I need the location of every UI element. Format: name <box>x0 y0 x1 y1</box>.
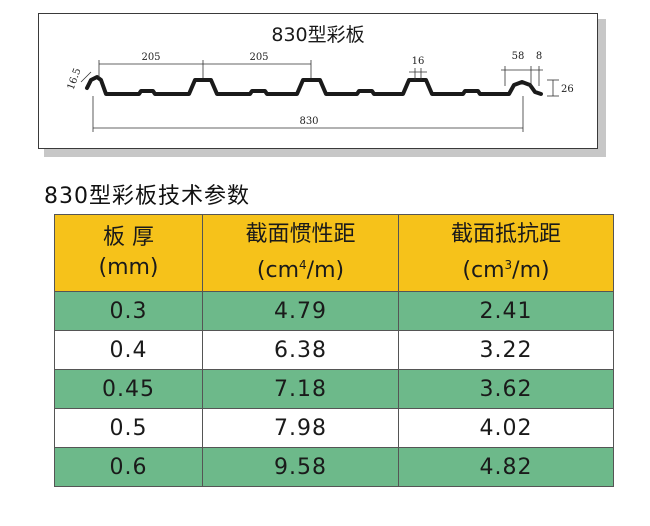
cell-inertia: 6.38 <box>202 330 399 370</box>
profile-diagram: 830型彩板 205 205 16.5 16 58 8 26 <box>38 13 598 149</box>
cell-inertia: 9.58 <box>202 447 399 487</box>
profile-title: 830型彩板 <box>271 24 365 46</box>
dim-pitch-left: 205 <box>141 52 160 63</box>
table-row: 0.6 9.58 4.82 <box>54 447 614 487</box>
params-title: 830型彩板技术参数 <box>44 184 250 209</box>
header-resistance: 截面抵抗距 (cm3/m) <box>398 214 614 292</box>
cell-thickness: 0.4 <box>54 330 203 370</box>
table-header-row: 板 厚 (mm) 截面惯性距 (cm4/m) 截面抵抗距 (cm3/m) <box>54 214 614 292</box>
dim-rib-height: 26 <box>561 84 574 95</box>
cell-thickness: 0.45 <box>54 369 203 409</box>
cell-resistance: 2.41 <box>398 291 614 331</box>
dim-rib-top: 16 <box>412 56 425 67</box>
cell-inertia: 7.98 <box>202 408 399 448</box>
cell-thickness: 0.3 <box>54 291 203 331</box>
dim-total-width: 830 <box>299 116 318 127</box>
cell-thickness: 0.5 <box>54 408 203 448</box>
table-row: 0.3 4.79 2.41 <box>54 291 614 331</box>
table-row: 0.4 6.38 3.22 <box>54 330 614 370</box>
cell-inertia: 4.79 <box>202 291 399 331</box>
cell-thickness: 0.6 <box>54 447 203 487</box>
profile-drawing: 205 205 16.5 16 58 8 26 830 <box>66 51 574 132</box>
dim-rib-width: 58 <box>512 51 525 62</box>
cell-resistance: 4.02 <box>398 408 614 448</box>
header-thickness: 板 厚 (mm) <box>54 214 203 292</box>
cell-inertia: 7.18 <box>202 369 399 409</box>
header-inertia: 截面惯性距 (cm4/m) <box>202 214 399 292</box>
cell-resistance: 3.62 <box>398 369 614 409</box>
table-row: 0.5 7.98 4.02 <box>54 408 614 448</box>
profile-outline <box>85 75 543 96</box>
dim-edge-height: 16.5 <box>66 67 84 92</box>
cell-resistance: 4.82 <box>398 447 614 487</box>
dim-end-width: 8 <box>536 51 542 62</box>
dim-pitch-right: 205 <box>249 52 268 63</box>
params-table: 板 厚 (mm) 截面惯性距 (cm4/m) 截面抵抗距 (cm3/m) 0.3… <box>54 214 614 487</box>
cell-resistance: 3.22 <box>398 330 614 370</box>
table-row: 0.45 7.18 3.62 <box>54 369 614 409</box>
